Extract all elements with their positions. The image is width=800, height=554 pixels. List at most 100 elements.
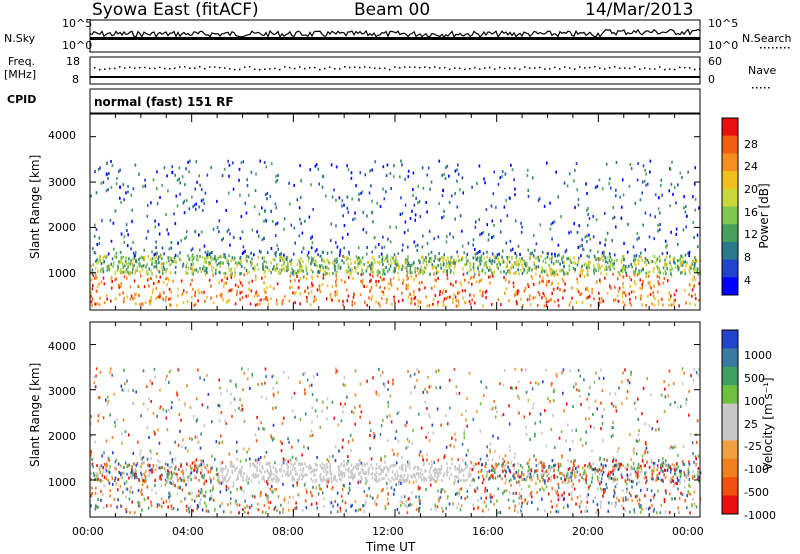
- data-cell: [427, 166, 430, 170]
- data-cell: [594, 467, 597, 471]
- data-cell: [371, 168, 373, 172]
- data-cell: [198, 478, 200, 482]
- data-cell: [589, 483, 592, 487]
- data-cell: [625, 293, 627, 297]
- data-cell: [473, 268, 475, 272]
- data-cell: [311, 284, 314, 288]
- data-cell: [119, 260, 122, 264]
- data-cell: [616, 277, 619, 281]
- data-cell: [191, 259, 194, 263]
- data-cell: [475, 257, 478, 261]
- data-cell: [542, 259, 545, 263]
- data-cell: [449, 271, 452, 275]
- data-cell: [428, 439, 431, 443]
- data-cell: [425, 406, 428, 410]
- data-cell: [229, 273, 231, 277]
- data-cell: [405, 466, 407, 470]
- data-cell: [328, 261, 331, 265]
- data-cell: [169, 271, 172, 275]
- data-cell: [486, 223, 489, 227]
- data-cell: [329, 469, 332, 473]
- data-cell: [660, 178, 663, 182]
- data-cell: [401, 501, 404, 505]
- data-cell: [466, 478, 468, 482]
- freq-dot: [574, 68, 576, 70]
- data-cell: [392, 478, 395, 482]
- data-cell: [199, 376, 201, 380]
- data-cell: [595, 280, 598, 284]
- freq-unit-label: [MHz]: [4, 68, 37, 81]
- data-cell: [354, 422, 357, 426]
- data-cell: [131, 268, 134, 272]
- data-cell: [332, 261, 334, 265]
- data-cell: [449, 262, 451, 266]
- data-cell: [487, 508, 490, 512]
- data-cell: [274, 252, 276, 256]
- data-cell: [305, 269, 308, 273]
- data-cell: [554, 272, 557, 276]
- data-cell: [249, 302, 252, 306]
- data-cell: [418, 495, 420, 499]
- data-cell: [162, 501, 165, 505]
- data-cell: [640, 294, 642, 298]
- data-cell: [676, 481, 678, 485]
- data-cell: [428, 304, 431, 308]
- data-cell: [629, 432, 631, 436]
- data-cell: [653, 303, 656, 307]
- data-cell: [586, 264, 588, 268]
- data-cell: [617, 467, 620, 471]
- data-cell: [355, 266, 357, 270]
- data-cell: [346, 164, 348, 168]
- data-cell: [127, 184, 129, 188]
- data-cell: [455, 304, 458, 308]
- data-cell: [661, 460, 663, 464]
- data-cell: [204, 250, 207, 254]
- data-cell: [125, 507, 127, 511]
- data-cell: [431, 463, 433, 467]
- data-cell: [492, 434, 494, 438]
- data-cell: [408, 497, 410, 501]
- data-cell: [207, 263, 210, 267]
- power-cbar-tick: 8: [744, 251, 751, 264]
- data-cell: [421, 472, 424, 476]
- data-cell: [382, 292, 385, 296]
- data-cell: [301, 250, 303, 254]
- data-cell: [292, 464, 295, 468]
- data-cell: [523, 259, 526, 263]
- data-cell: [465, 418, 467, 422]
- data-cell: [595, 511, 597, 515]
- data-cell: [398, 267, 400, 271]
- data-cell: [395, 476, 397, 480]
- data-cell: [505, 272, 507, 276]
- data-cell: [550, 282, 553, 286]
- data-cell: [620, 205, 623, 209]
- data-cell: [433, 461, 436, 465]
- data-cell: [334, 499, 337, 503]
- data-cell: [268, 475, 271, 479]
- data-cell: [645, 470, 648, 474]
- data-cell: [90, 295, 93, 299]
- data-cell: [614, 478, 616, 482]
- freq-dot: [344, 66, 346, 68]
- data-cell: [292, 495, 295, 499]
- data-cell: [518, 396, 520, 400]
- data-cell: [344, 402, 346, 406]
- data-cell: [504, 278, 507, 282]
- data-cell: [349, 268, 351, 272]
- freq-dot: [254, 68, 256, 71]
- data-cell: [357, 508, 360, 512]
- data-cell: [482, 304, 484, 308]
- data-cell: [92, 471, 95, 475]
- data-cell: [551, 237, 553, 241]
- data-cell: [90, 264, 93, 268]
- data-cell: [230, 510, 232, 514]
- data-cell: [531, 387, 534, 391]
- data-cell: [499, 230, 502, 234]
- data-cell: [445, 258, 447, 262]
- data-cell: [570, 493, 572, 497]
- data-cell: [422, 234, 424, 238]
- data-cell: [390, 283, 393, 287]
- data-cell: [130, 262, 133, 266]
- data-cell: [323, 260, 326, 264]
